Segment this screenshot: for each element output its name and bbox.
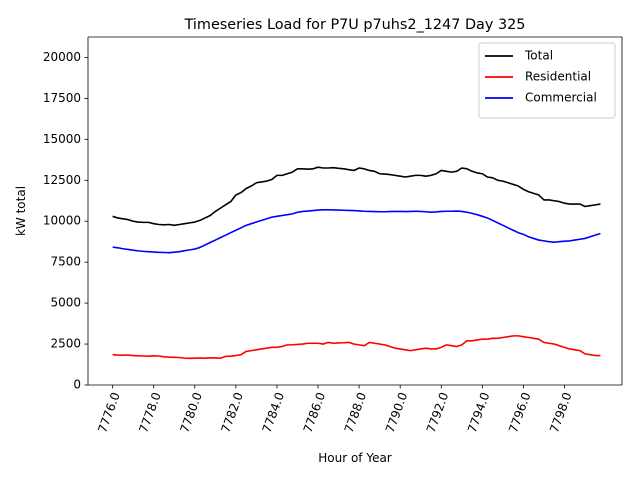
y-axis-label: kW total <box>14 186 28 236</box>
y-tick-label: 20000 <box>43 50 81 64</box>
series-line-commercial <box>112 208 601 254</box>
y-tick-label: 5000 <box>50 296 81 310</box>
legend-label-commercial: Commercial <box>525 91 597 105</box>
y-tick-label: 7500 <box>50 255 81 269</box>
chart-title: Timeseries Load for P7U p7uhs2_1247 Day … <box>184 17 526 33</box>
legend: Total Residential Commercial <box>478 42 616 119</box>
y-tick-label: 17500 <box>43 91 81 105</box>
y-tick-label: 0 <box>73 378 81 392</box>
y-tick-label: 2500 <box>50 337 81 351</box>
x-axis-label: Hour of Year <box>318 451 392 465</box>
legend-label-total: Total <box>524 49 553 63</box>
series-layer <box>112 166 601 360</box>
y-tick-label: 12500 <box>43 173 81 187</box>
y-tick-label: 10000 <box>43 214 81 228</box>
series-line-total <box>112 166 601 227</box>
legend-box <box>478 42 616 119</box>
y-tick-label: 15000 <box>43 132 81 146</box>
series-line-residential <box>112 335 601 360</box>
legend-label-residential: Residential <box>525 70 591 84</box>
